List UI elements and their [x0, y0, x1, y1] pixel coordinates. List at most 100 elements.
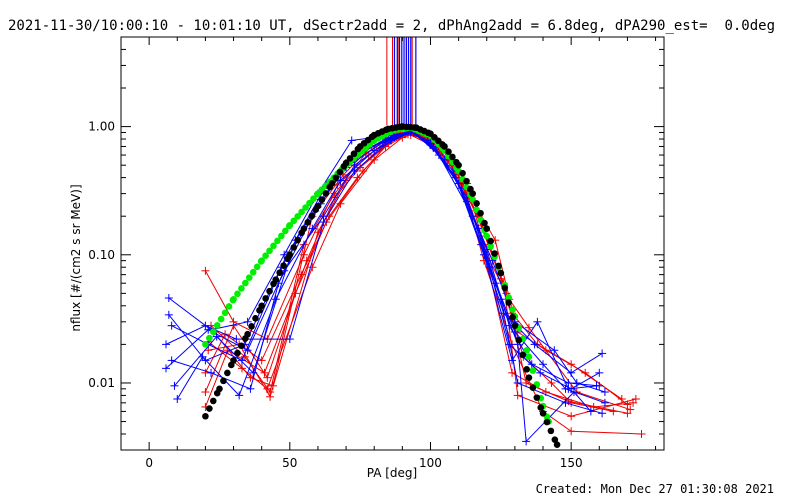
data-point-blue [319, 212, 328, 221]
fit-point [497, 269, 505, 277]
data-point-blue [164, 294, 173, 303]
data-point-blue [164, 310, 173, 319]
data-point-red [257, 356, 266, 365]
fit-point [280, 262, 287, 270]
fit-point [350, 150, 358, 158]
data-point-blue [600, 388, 609, 397]
fit-point [539, 409, 547, 417]
fit-point [551, 436, 559, 443]
fit-point [322, 190, 330, 197]
fit-point [242, 279, 249, 287]
fit-point [483, 232, 491, 240]
data-point-blue [510, 327, 519, 336]
y-axis-label: nflux [#/(cm2 s sr MeV)] [69, 184, 83, 331]
fit-point [270, 242, 277, 250]
fit-point [230, 357, 237, 364]
data-point-blue [173, 394, 182, 403]
fit-point [286, 251, 294, 259]
fit-point [262, 295, 269, 302]
data-point-red [522, 378, 531, 387]
y-tick-label: 0.10 [88, 248, 115, 262]
series-line-blue [168, 131, 603, 414]
fit-point [553, 441, 561, 448]
fit-point [244, 330, 251, 338]
fit-point [258, 257, 265, 264]
fit-curves [202, 123, 561, 448]
data-point-blue [564, 378, 573, 387]
fit-point [213, 322, 221, 329]
fit-point [537, 404, 545, 411]
data-point-blue [350, 161, 359, 170]
fit-point [332, 174, 340, 182]
data-point-red [567, 412, 576, 421]
fit-point [202, 341, 209, 348]
data-point-blue [201, 321, 210, 330]
fit-point [342, 159, 350, 167]
data-point-red [581, 368, 590, 377]
data-point-blue [505, 340, 514, 349]
x-tick-label: 0 [145, 456, 153, 470]
data-point-blue [243, 346, 252, 355]
data-point-blue [533, 317, 542, 326]
fit-point [300, 225, 308, 232]
fit-point [290, 217, 298, 225]
data-point-blue [539, 360, 548, 369]
fit-point [515, 336, 523, 344]
fit-point [248, 322, 255, 330]
data-series [162, 125, 646, 446]
fit-point [286, 221, 294, 229]
fit-point [304, 219, 312, 226]
fit-point [314, 202, 322, 210]
data-point-blue [561, 384, 570, 393]
data-point-red [266, 392, 275, 401]
fit-point [278, 232, 285, 240]
created-timestamp: Created: Mon Dec 27 01:30:08 2021 [535, 482, 774, 496]
data-point-blue [572, 378, 581, 387]
data-point-blue [513, 378, 522, 387]
fit-point [220, 377, 227, 385]
data-point-red [201, 388, 210, 397]
series-line-red [210, 130, 631, 411]
data-point-red [353, 173, 362, 182]
data-point-blue [485, 263, 494, 272]
fit-point [274, 237, 281, 245]
data-point-blue [598, 349, 607, 358]
chart-title: 2021-11-30/10:00:10 - 10:01:10 UT, dSect… [8, 18, 776, 34]
data-point-blue [249, 368, 258, 377]
fit-point [463, 177, 470, 185]
fit-point [449, 153, 456, 161]
fit-point [328, 180, 336, 187]
fit-point [469, 190, 476, 197]
fit-point [511, 322, 519, 329]
data-point-blue [550, 346, 559, 355]
data-point-red [356, 163, 365, 172]
data-point-red [263, 373, 272, 382]
x-tick-label: 100 [419, 456, 442, 470]
fit-point [445, 148, 452, 156]
plot-frame [120, 36, 665, 451]
fit-point [230, 295, 237, 303]
fit-point [224, 369, 231, 377]
fit-point [234, 290, 241, 298]
axes: 0 50 100 150 0.01 0.10 1.00 [88, 36, 664, 470]
fit-point [441, 143, 448, 150]
fit-point [529, 367, 537, 374]
fit-point [266, 287, 273, 295]
fit-point [238, 285, 245, 292]
series-line-red [213, 131, 628, 405]
fit-point [509, 313, 516, 321]
fit-point [308, 212, 316, 220]
data-point-blue [201, 356, 210, 365]
data-point-blue [530, 340, 539, 349]
data-point-red [617, 394, 626, 403]
data-point-red [547, 378, 556, 387]
fit-point [290, 244, 298, 251]
series-line-blue [171, 130, 597, 390]
fit-point [473, 200, 480, 207]
fit-point [523, 347, 531, 354]
fit-curve-black [202, 123, 561, 448]
fit-point [505, 294, 512, 301]
fit-point [298, 208, 305, 216]
data-point-blue [454, 179, 463, 188]
